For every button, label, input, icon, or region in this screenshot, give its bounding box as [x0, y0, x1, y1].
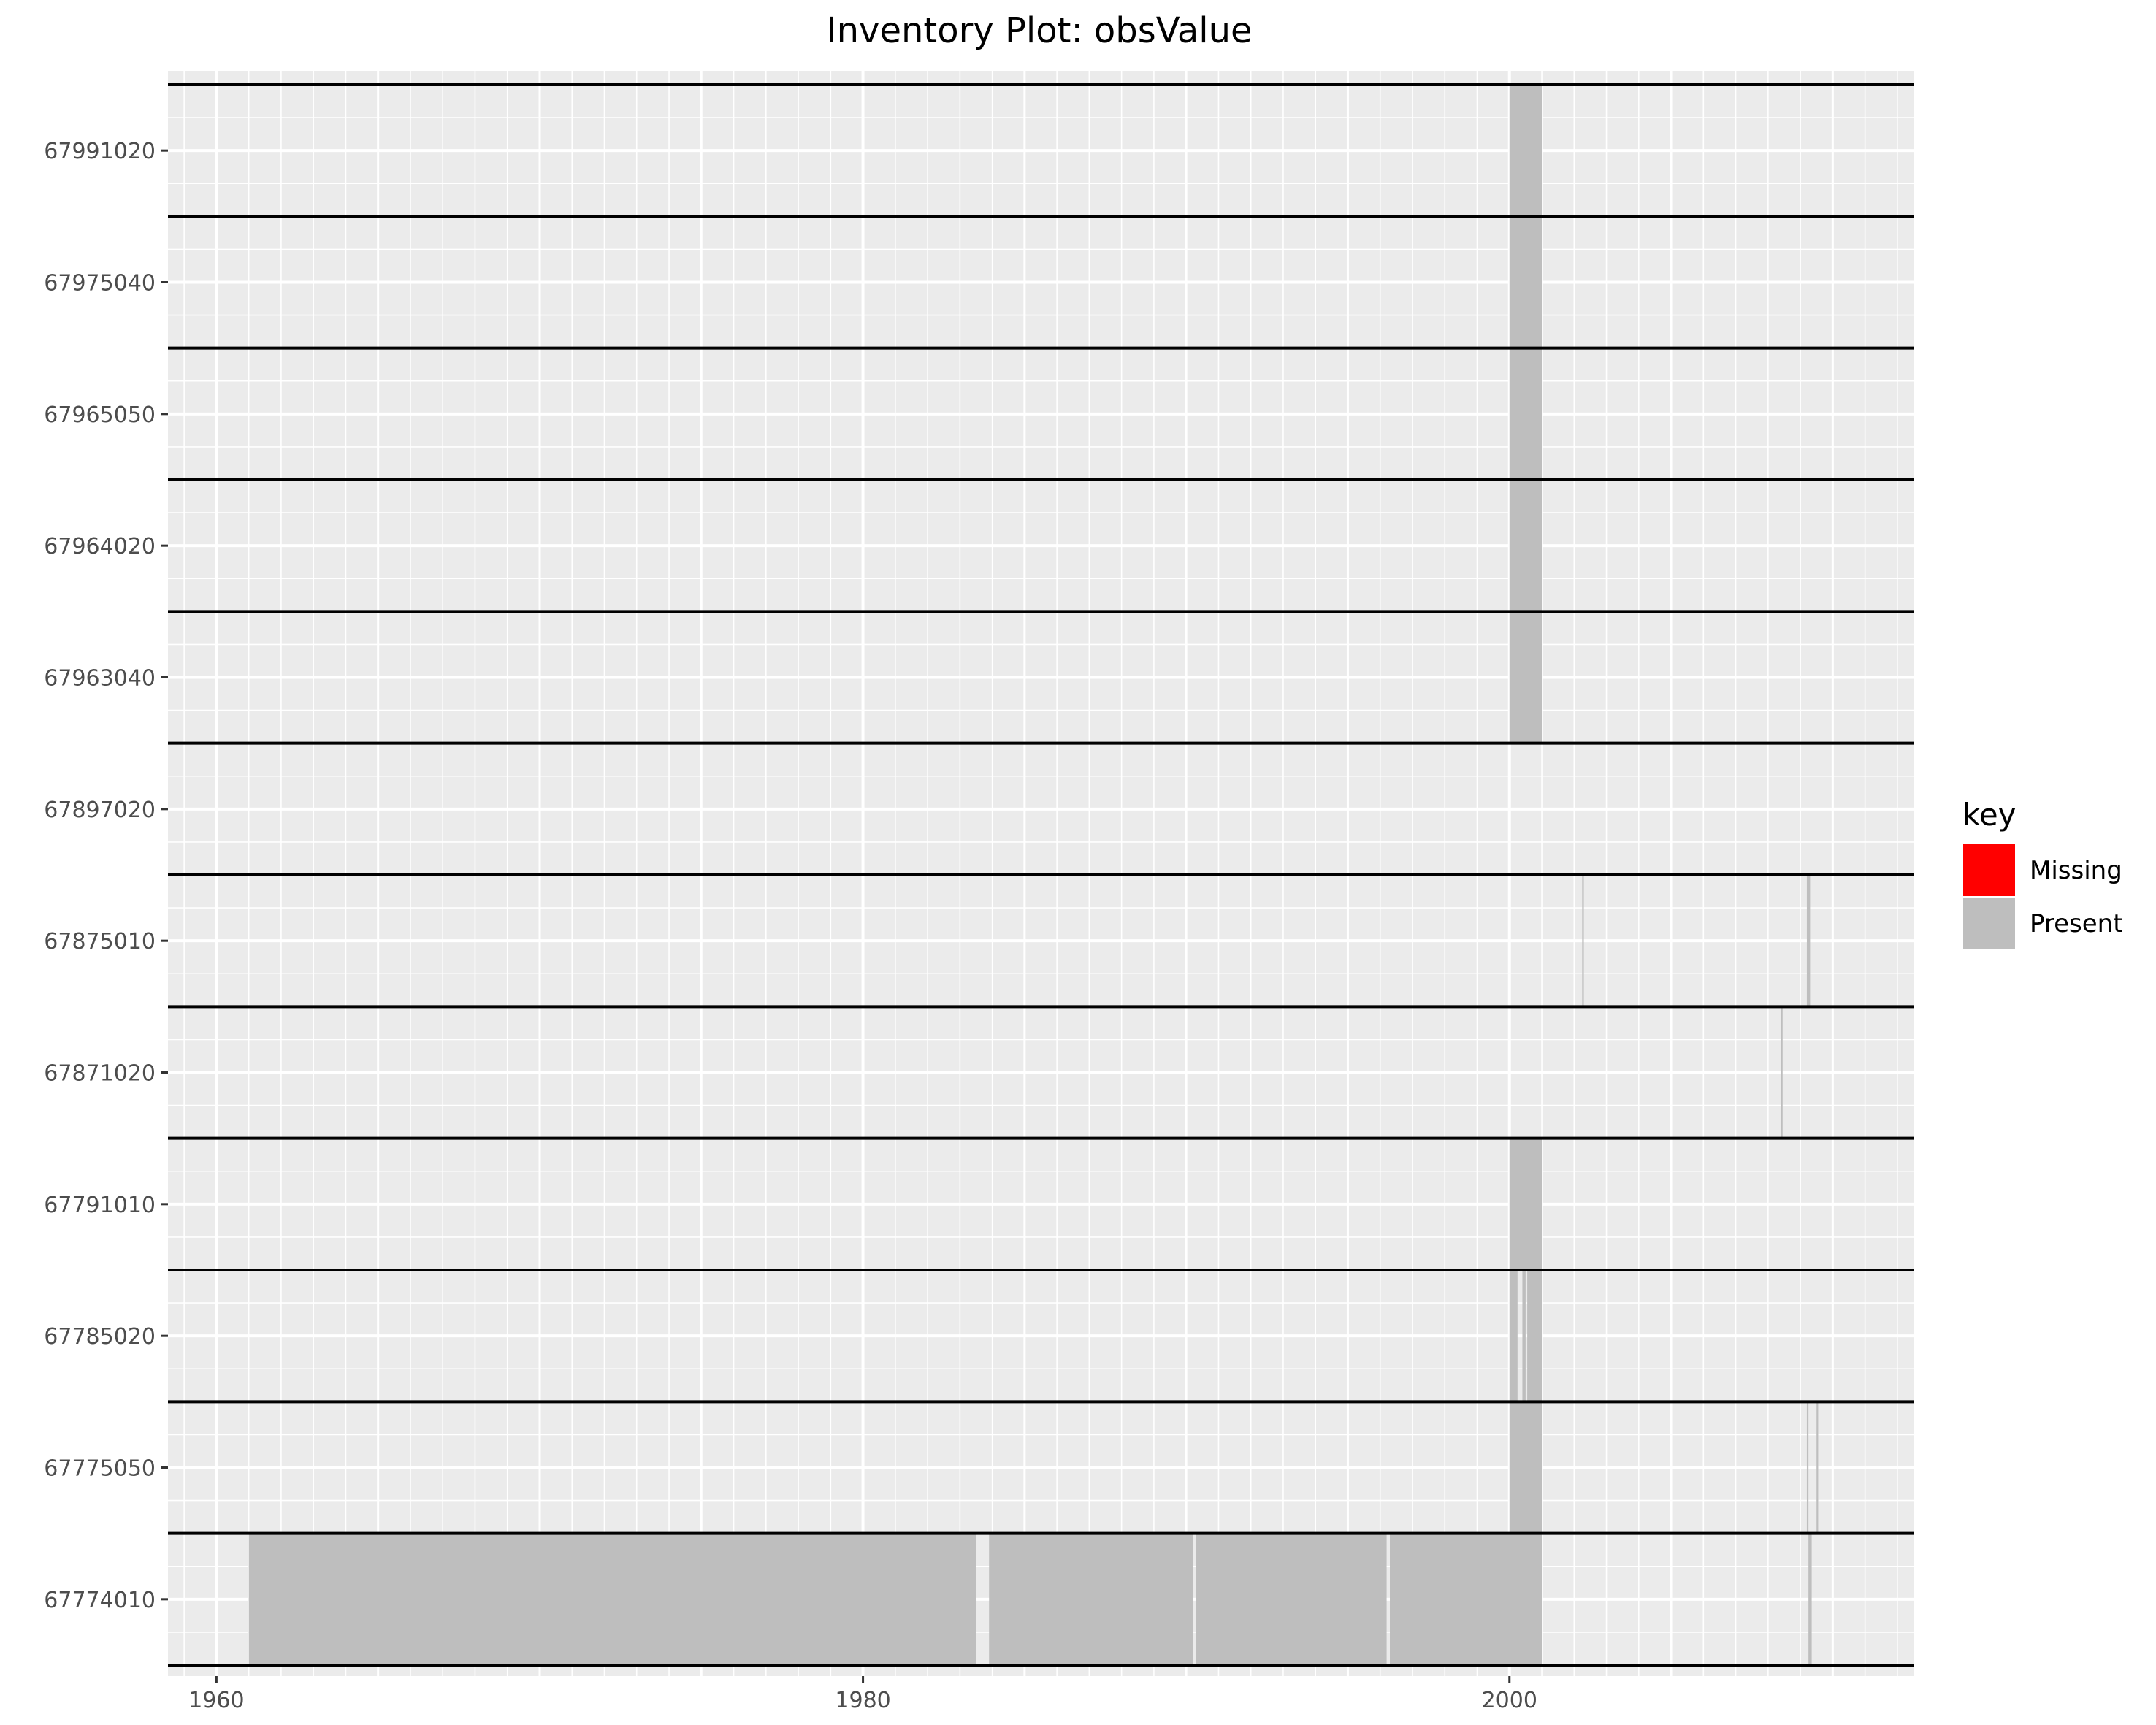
y-tick-label: 67791010 [44, 1193, 156, 1218]
present-bar [1509, 611, 1543, 743]
legend-swatch-present [1962, 896, 2017, 951]
legend-label-missing: Missing [2030, 856, 2122, 885]
x-axis: 1960 1980 2000 [188, 1676, 1537, 1713]
y-tick-label: 67965050 [44, 402, 156, 428]
x-tick-label: 1980 [835, 1688, 890, 1713]
present-bar [1390, 1533, 1543, 1665]
present-bar [1527, 1270, 1543, 1402]
y-tick-label: 67774010 [44, 1588, 156, 1613]
x-tick-label: 2000 [1482, 1688, 1537, 1713]
present-bar [1509, 216, 1543, 348]
present-bar [1781, 1006, 1783, 1139]
present-bar [248, 1533, 976, 1665]
y-tick-label: 67897020 [44, 798, 156, 823]
y-tick-label: 67991020 [44, 139, 156, 164]
y-tick-label: 67871020 [44, 1061, 156, 1087]
y-tick-label: 67963040 [44, 666, 156, 692]
present-bar [989, 1533, 1193, 1665]
chart-title: Inventory Plot: obsValue [826, 10, 1252, 51]
present-bar [1196, 1533, 1387, 1665]
present-bar [1509, 1270, 1518, 1402]
present-bar [1522, 1270, 1526, 1402]
present-bar [1509, 480, 1543, 612]
present-bar [1806, 875, 1811, 1007]
y-tick-label: 67785020 [44, 1324, 156, 1350]
legend-swatch-missing [1962, 843, 2017, 898]
present-bar [1806, 1401, 1809, 1534]
present-bar [1816, 1401, 1819, 1534]
row-separators [168, 83, 1914, 1667]
present-bar [1509, 1401, 1543, 1534]
x-tick-label: 1960 [188, 1688, 244, 1713]
legend: key Missing Present [1962, 797, 2123, 951]
present-bar [1509, 348, 1543, 480]
legend-label-present: Present [2030, 909, 2123, 938]
y-tick-label: 67964020 [44, 534, 156, 559]
present-bar [1509, 85, 1543, 217]
legend-title: key [1962, 797, 2017, 833]
y-tick-label: 67775050 [44, 1456, 156, 1482]
present-bar [1808, 1533, 1812, 1665]
y-tick-label: 67975040 [44, 271, 156, 297]
presence-bars [248, 85, 1819, 1665]
y-axis: 67991020 67975040 67965050 67964020 67963040… [44, 139, 168, 1613]
present-bar [1582, 875, 1584, 1007]
y-tick-label: 67875010 [44, 929, 156, 955]
present-bar [1509, 1138, 1543, 1270]
